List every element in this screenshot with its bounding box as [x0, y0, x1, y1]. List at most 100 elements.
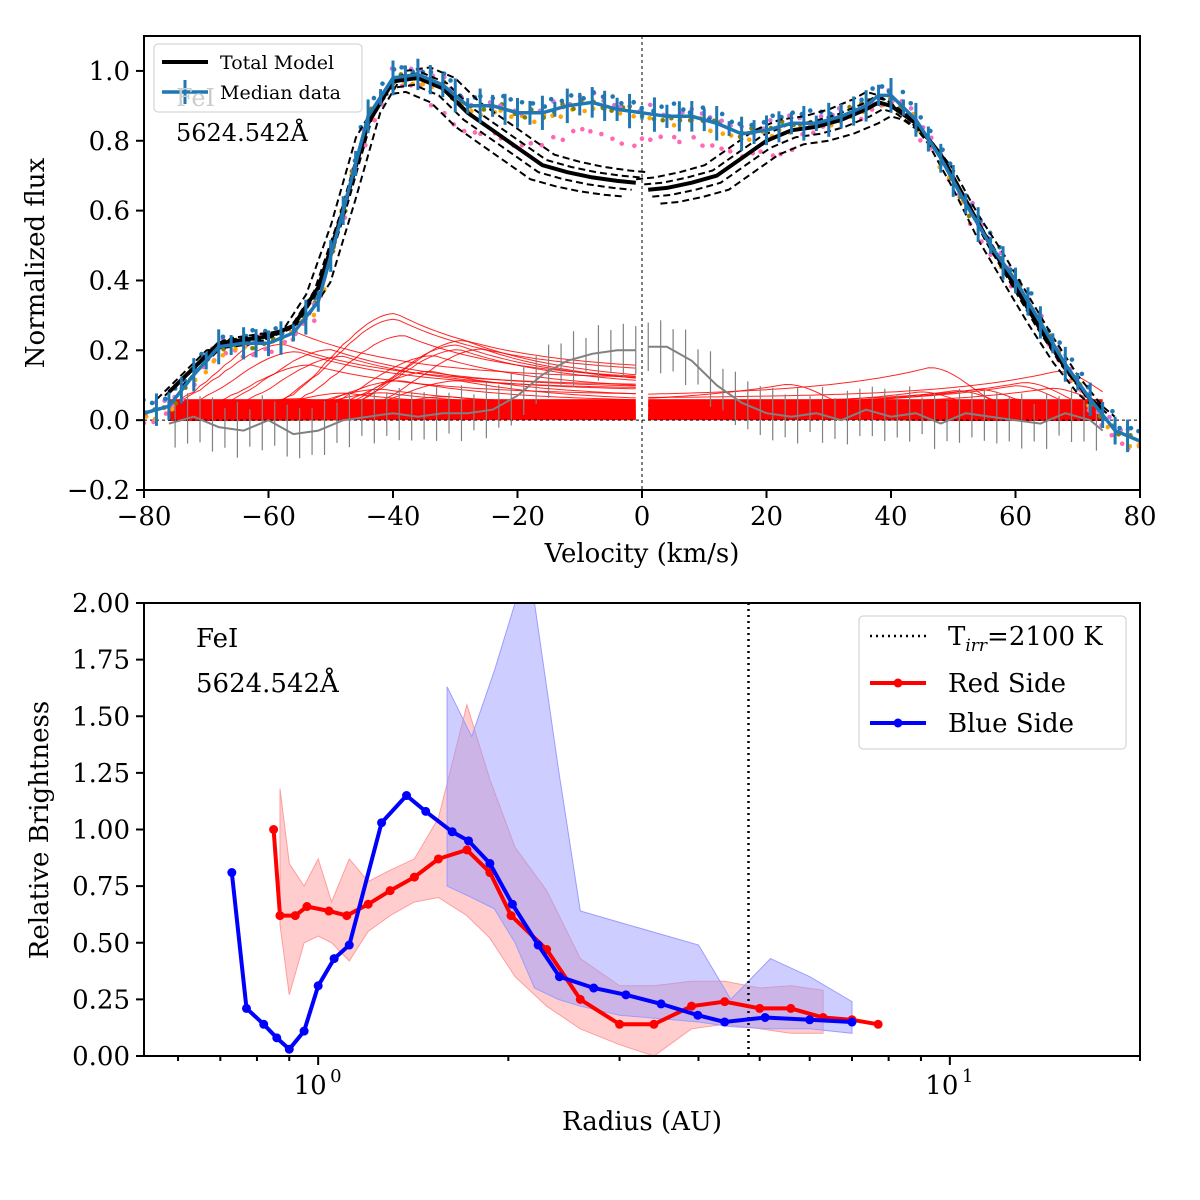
observation-point	[1069, 357, 1075, 362]
component-curve	[648, 370, 1103, 398]
observation-point	[918, 138, 923, 143]
component-curve	[168, 351, 636, 413]
x-tick-label: 10	[294, 1071, 327, 1101]
observation-point	[1105, 424, 1111, 430]
brightness-legend: Tirr=2100 K Red Side Blue Side	[858, 615, 1127, 750]
observation-point	[671, 123, 677, 128]
y-tick-label: 1.50	[72, 702, 130, 732]
model-variant-red	[652, 108, 1108, 414]
observation-point	[1110, 409, 1115, 414]
observation-point	[173, 400, 179, 406]
observation-point	[509, 114, 514, 120]
red-side-series	[269, 825, 883, 1029]
legend-label-tirr: Tirr=2100 K	[948, 622, 1103, 656]
observation-point	[612, 102, 617, 108]
blue-side-series-point	[241, 1003, 251, 1013]
red-side-series-point	[755, 1003, 765, 1013]
blue-side-series-point	[421, 806, 431, 816]
observation-point	[660, 117, 666, 123]
blue-side-series-point	[621, 990, 631, 1000]
red-side-series-point	[575, 994, 585, 1004]
y-tick-label: 0.75	[72, 872, 130, 902]
observation-point	[269, 349, 274, 355]
brightness-panel: 10 0 10 10.000.250.500.751.001.251.501.752.…	[0, 589, 1141, 1101]
observation-point	[250, 352, 256, 357]
red-side-series-point	[649, 1019, 659, 1029]
bottom-line-label: FeI	[196, 624, 238, 654]
median-data-series	[144, 58, 1140, 453]
red-side-series-point	[342, 911, 352, 921]
observation-point	[548, 96, 554, 102]
red-side-series-point	[290, 911, 300, 921]
red-side-series-point	[324, 906, 334, 916]
observation-point	[428, 102, 434, 108]
observation-point	[619, 101, 624, 106]
y-tick-label: 0.8	[89, 127, 130, 157]
component-curve	[168, 343, 636, 407]
blue-side-series-point	[259, 1019, 269, 1029]
observation-point	[768, 118, 773, 123]
observation-point	[162, 396, 168, 402]
total-model-red	[648, 100, 1104, 412]
observation-point	[918, 115, 923, 120]
observation-point	[588, 129, 593, 134]
observation-point	[677, 139, 682, 145]
red-side-series-point	[363, 899, 373, 909]
observation-point	[807, 108, 813, 113]
observation-point	[610, 136, 615, 142]
red-side-series-point	[462, 845, 472, 855]
observation-point	[746, 137, 752, 142]
observation-point	[371, 95, 377, 101]
blue-side-series-point	[760, 1012, 770, 1022]
x-tick-label: −60	[241, 502, 296, 532]
red-side-series-point	[687, 1001, 697, 1011]
flux-panel: −80 −60 −40 −20 0 20 40 60 80 −0.2 0.0 0.2 0.4 0.6 0.8…	[67, 35, 1157, 532]
blue-side-series-point	[693, 1010, 703, 1020]
observation-point	[522, 115, 528, 120]
observation-point	[1107, 414, 1112, 420]
observation-point	[647, 102, 653, 108]
observation-point	[900, 89, 906, 95]
observation-point	[639, 136, 645, 141]
observation-point	[727, 149, 733, 154]
observation-point	[879, 84, 885, 89]
observation-point	[571, 106, 576, 112]
observation-point	[559, 98, 565, 104]
red-side-series-point	[269, 825, 279, 834]
legend-swatch-blue-marker	[893, 718, 903, 728]
legend-box	[858, 615, 1127, 750]
red-side-series-point	[615, 1019, 625, 1029]
blue-side-series-point	[402, 791, 412, 801]
blue-side-series-point	[533, 940, 543, 950]
observation-point	[659, 104, 664, 110]
blue-side-series-point	[447, 827, 457, 837]
observation-point	[1119, 441, 1125, 447]
x-tick-label: −20	[490, 502, 545, 532]
model-variant-red	[660, 115, 1116, 418]
observation-point	[399, 65, 404, 70]
blue-side-series-point	[0, 1015, 5, 1024]
x-tick-label: −40	[366, 502, 421, 532]
observation-point	[1029, 291, 1034, 296]
observation-point	[211, 359, 217, 364]
observation-point	[947, 161, 953, 167]
observation-point	[779, 119, 785, 125]
observation-point	[610, 94, 615, 99]
observation-point	[519, 100, 525, 105]
y-tick-label: 0.25	[72, 985, 130, 1015]
model-variant-blue	[172, 71, 640, 391]
y-tick-label: 1.75	[72, 646, 130, 676]
blue-side-series-point	[554, 972, 564, 982]
x-tick-label: 40	[874, 502, 907, 532]
blue-side-series-point	[464, 836, 474, 846]
blue-side-series-point	[805, 1015, 815, 1025]
median-data-line	[144, 72, 1140, 443]
y-tick-label: 0.4	[89, 266, 130, 296]
red-side-series-point	[786, 1003, 796, 1013]
observation-point	[859, 97, 864, 103]
observation-point	[472, 130, 478, 135]
observation-point	[263, 346, 268, 352]
brightness-plot-area	[0, 603, 883, 1056]
blue-side-series-point	[507, 899, 517, 909]
blue-side-series-point	[272, 1033, 282, 1043]
